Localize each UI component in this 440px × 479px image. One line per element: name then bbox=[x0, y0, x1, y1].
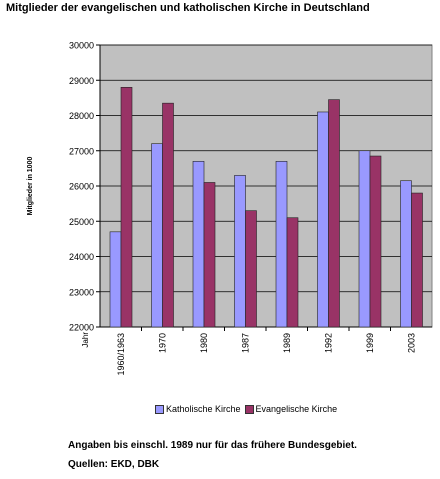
bar-katholisch bbox=[317, 111, 329, 328]
bar-katholisch bbox=[400, 180, 412, 328]
bar-evangelisch bbox=[203, 182, 216, 328]
bar-katholisch bbox=[234, 175, 246, 328]
x-axis-label: Jahr bbox=[81, 332, 90, 348]
bar-katholisch bbox=[275, 161, 288, 328]
y-tick-label: 22000 bbox=[69, 323, 94, 333]
legend-item-katholisch: Katholische Kirche bbox=[155, 404, 241, 414]
y-tick-label: 28000 bbox=[69, 111, 94, 121]
sources-line: Quellen: EKD, DBK bbox=[68, 459, 160, 470]
y-tick-label: 23000 bbox=[69, 287, 94, 297]
legend-swatch-katholisch bbox=[155, 404, 164, 414]
bar-evangelisch bbox=[369, 155, 382, 328]
x-tick-label: 1989 bbox=[282, 333, 292, 353]
bar-evangelisch bbox=[411, 192, 423, 328]
y-axis-label: Mitglieder in 1000 bbox=[27, 157, 34, 216]
bar-evangelisch bbox=[328, 99, 340, 328]
y-tick-label: 30000 bbox=[69, 41, 94, 51]
y-tick-label: 26000 bbox=[69, 182, 94, 192]
legend: Katholische Kirche Evangelische Kirche bbox=[155, 404, 341, 414]
legend-item-evangelisch: Evangelische Kirche bbox=[244, 404, 338, 414]
y-tick-label: 24000 bbox=[69, 252, 94, 262]
bar-katholisch bbox=[151, 143, 163, 328]
bar-evangelisch bbox=[162, 102, 174, 328]
y-tick-label: 25000 bbox=[69, 217, 94, 227]
legend-label-evangelisch: Evangelische Kirche bbox=[255, 404, 338, 414]
bar-evangelisch bbox=[245, 210, 257, 328]
bar-evangelisch bbox=[286, 217, 299, 328]
legend-label-katholisch: Katholische Kirche bbox=[166, 404, 241, 414]
bar-katholisch bbox=[192, 161, 205, 328]
x-tick-label: 1960/1963 bbox=[116, 333, 126, 376]
bar-katholisch bbox=[358, 150, 371, 328]
x-tick-label: 1970 bbox=[157, 333, 167, 353]
bar-katholisch bbox=[109, 231, 122, 328]
x-tick-label: 1992 bbox=[323, 333, 333, 353]
y-tick-label: 27000 bbox=[69, 146, 94, 156]
x-tick-label: 1999 bbox=[365, 333, 375, 353]
x-tick-label: 2003 bbox=[406, 333, 416, 353]
footnote: Angaben bis einschl. 1989 nur für das fr… bbox=[68, 440, 357, 451]
y-tick-label: 29000 bbox=[69, 76, 94, 86]
legend-swatch-evangelisch bbox=[244, 404, 254, 414]
bar-evangelisch bbox=[120, 87, 133, 328]
x-tick-label: 1987 bbox=[240, 333, 250, 353]
x-tick-label: 1980 bbox=[199, 333, 209, 353]
chart-title: Mitglieder der evangelischen und katholi… bbox=[6, 2, 370, 14]
